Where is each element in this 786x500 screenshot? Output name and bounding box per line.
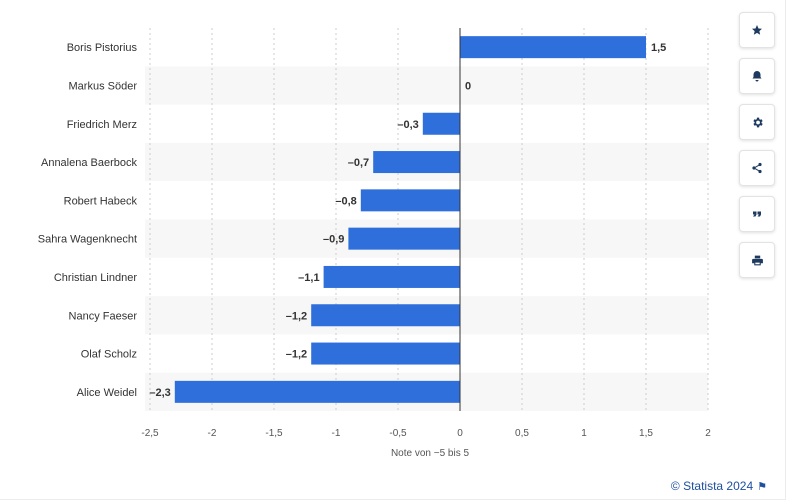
bar[interactable] (373, 151, 460, 174)
gear-icon (751, 116, 764, 129)
data-label: –0,3 (397, 119, 418, 131)
bar[interactable] (311, 304, 460, 327)
bar[interactable] (360, 189, 460, 212)
category-label: Robert Habeck (64, 195, 138, 207)
category-label: Sahra Wagenknecht (38, 234, 137, 246)
data-label: –2,3 (149, 387, 170, 399)
credit-text[interactable]: © Statista 2024 (670, 479, 754, 493)
settings-button[interactable] (739, 104, 775, 140)
star-icon (751, 24, 763, 36)
flag-icon[interactable]: ⚑ (757, 480, 767, 493)
favorite-button[interactable] (739, 12, 775, 48)
row-band (145, 66, 708, 105)
bar[interactable] (311, 342, 460, 365)
x-tick-label: 2 (705, 428, 711, 439)
x-tick-label: 0,5 (515, 428, 529, 439)
notification-button[interactable] (739, 58, 775, 94)
x-tick-label: 1,5 (639, 428, 653, 439)
category-label: Olaf Scholz (81, 349, 137, 361)
category-label: Boris Pistorius (67, 42, 138, 54)
print-button[interactable] (739, 242, 775, 278)
bar[interactable] (422, 112, 460, 135)
x-axis-title: Note von −5 bis 5 (391, 448, 470, 459)
data-label: –1,2 (286, 310, 307, 322)
x-tick-label: -2 (208, 428, 217, 439)
data-label: –1,2 (286, 349, 307, 361)
share-icon (751, 162, 763, 174)
category-label: Nancy Faeser (69, 310, 138, 322)
data-label: 0 (465, 80, 471, 92)
quote-icon (751, 208, 763, 220)
category-label: Friedrich Merz (67, 119, 137, 131)
x-tick-label: 1 (581, 428, 587, 439)
x-tick-label: -1 (332, 428, 341, 439)
chart-toolbar (739, 12, 777, 288)
x-tick-label: -0,5 (389, 428, 407, 439)
category-label: Annalena Baerbock (41, 157, 138, 169)
category-label: Markus Söder (69, 80, 138, 92)
cite-button[interactable] (739, 196, 775, 232)
category-label: Christian Lindner (54, 272, 137, 284)
data-label: –1,1 (298, 272, 319, 284)
data-label: 1,5 (651, 42, 666, 54)
bar[interactable] (460, 36, 646, 59)
x-tick-label: -2,5 (141, 428, 159, 439)
data-label: –0,8 (335, 195, 356, 207)
bell-icon (751, 70, 763, 82)
share-button[interactable] (739, 150, 775, 186)
data-label: –0,7 (348, 157, 369, 169)
bar[interactable] (174, 380, 461, 403)
bar[interactable] (323, 265, 460, 288)
x-tick-label: 0 (457, 428, 463, 439)
category-label: Alice Weidel (77, 387, 137, 399)
bar[interactable] (348, 227, 460, 250)
x-tick-label: -1,5 (265, 428, 283, 439)
data-label: –0,9 (323, 234, 344, 246)
statista-credit[interactable]: © Statista 2024 ⚑ (671, 479, 767, 493)
print-icon (751, 254, 764, 267)
